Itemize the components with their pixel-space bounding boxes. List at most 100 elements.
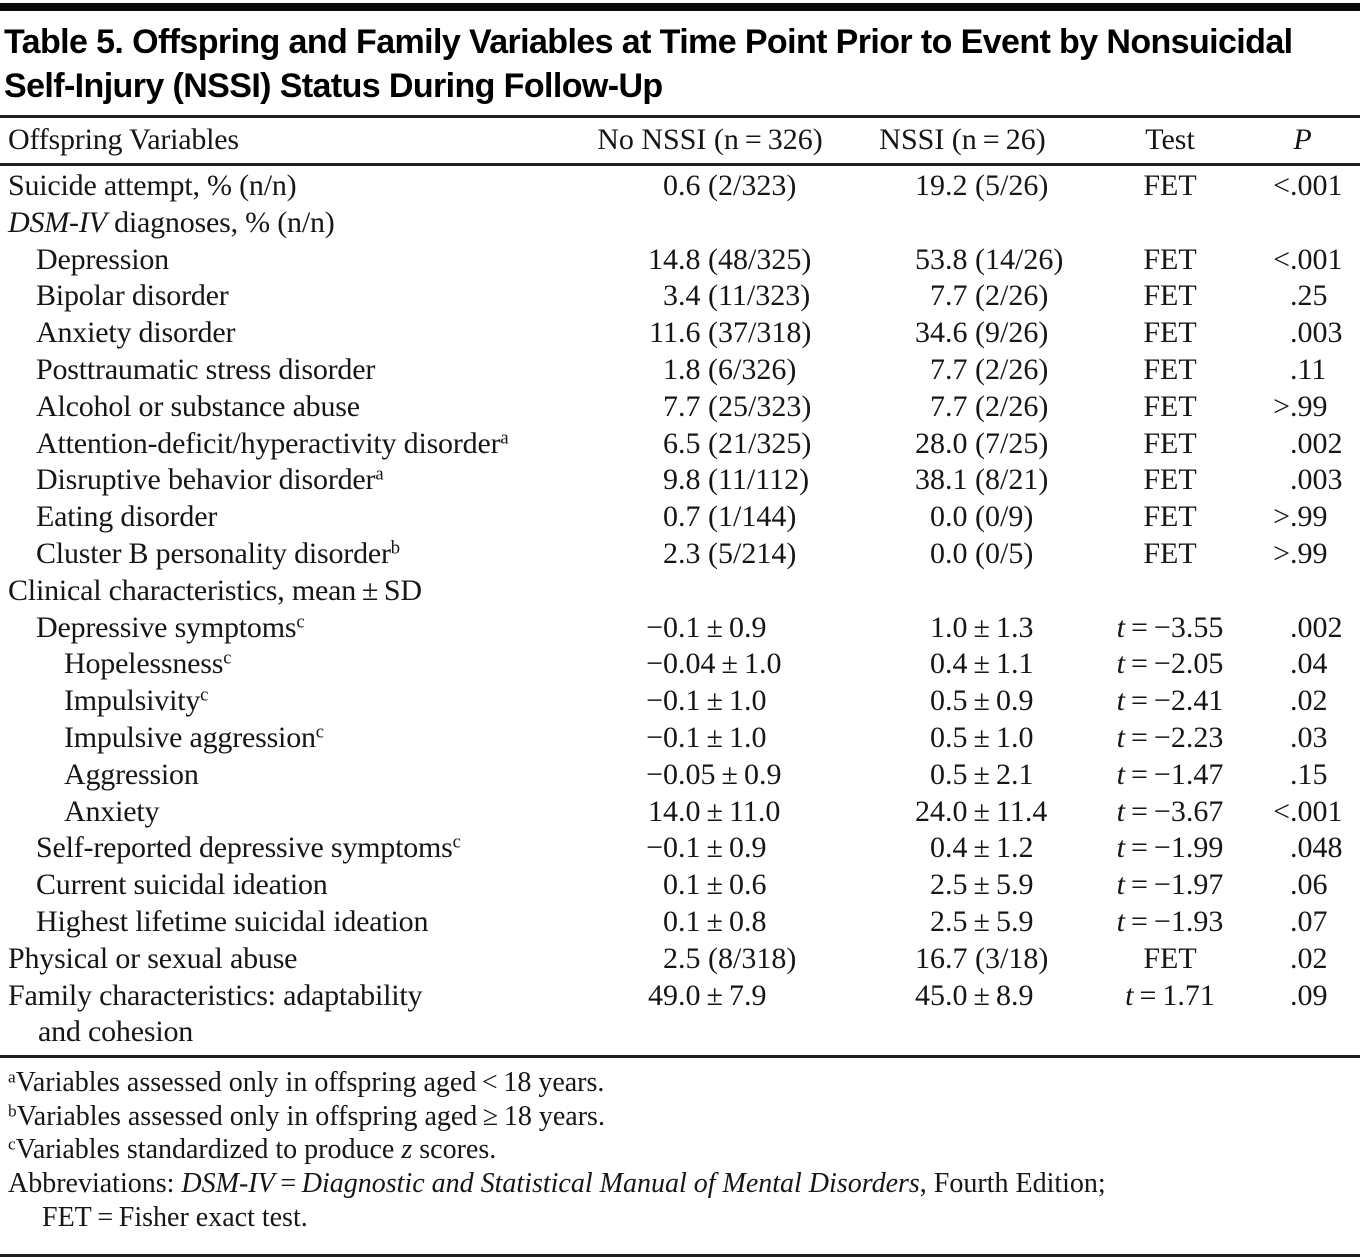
cell-no-nssi-value: 9.8 (11/112) — [590, 462, 830, 499]
row-label: Attention-deficit/hyperactivity disorder… — [0, 426, 590, 463]
cell-test — [1095, 205, 1245, 242]
cell-no-nssi-value: 2.3 (5/214) — [590, 536, 830, 573]
cell-nssi-value: 38.1 (8/21) — [830, 462, 1095, 499]
integer-part — [1245, 352, 1290, 389]
integer-part: 2 — [930, 868, 945, 902]
row-label: Alcohol or substance abuse — [0, 389, 590, 426]
cell-nssi-value: 1.0 ± 1.3 — [830, 610, 1095, 647]
integer-part: 24 — [915, 794, 945, 828]
fraction-part: .0 (0/5) — [945, 536, 1034, 570]
footnote-marker: c — [200, 684, 209, 706]
integer-part: 0 — [930, 647, 945, 681]
integer-part: 7 — [930, 389, 945, 423]
cell-no-nssi: 11.6 (37/318) — [590, 315, 830, 352]
integer-part: −0 — [646, 684, 678, 718]
cell-nssi-value: 19.2 (5/26) — [830, 168, 1095, 205]
integer-part: 2 — [663, 941, 678, 975]
fraction-part: .1 ± 0.6 — [678, 868, 767, 902]
cell-no-nssi: 2.5 (8/318) — [590, 941, 830, 978]
footnotes: aVariables assessed only in offspring ag… — [0, 1058, 1360, 1242]
t-statistic-symbol: t — [1116, 868, 1125, 902]
integer-part: 6 — [663, 426, 678, 460]
cell-no-nssi-value: −0.04 ± 1.0 — [590, 646, 830, 683]
fraction-part: .5 ± 5.9 — [945, 868, 1034, 902]
cell-p: > .99 — [1245, 536, 1360, 573]
fraction-part: .1 ± 0.9 — [678, 831, 767, 865]
fraction-part: .8 (6/326) — [678, 352, 797, 386]
integer-part: 19 — [915, 169, 945, 202]
fraction-part: .4 ± 1.1 — [945, 647, 1034, 681]
cell-no-nssi-value: 0.6 (2/323) — [590, 168, 830, 205]
table-row: Attention-deficit/hyperactivity disorder… — [0, 426, 1360, 463]
table-row: Posttraumatic stress disorder 1.8 (6/326)… — [0, 352, 1360, 389]
table-row: DSM-IV diagnoses, % (n/n) — [0, 205, 1360, 242]
integer-part — [1245, 610, 1290, 647]
footnote-marker: c — [296, 611, 305, 633]
cell-no-nssi-value: 0.7 (1/144) — [590, 499, 830, 536]
cell-p: .002 — [1245, 426, 1360, 463]
row-label: Physical or sexual abuse — [0, 941, 590, 978]
cell-p-value: .09 — [1245, 978, 1360, 1015]
integer-part: 2 — [663, 536, 678, 570]
footnote-line: cVariables standardized to produce z sco… — [8, 1133, 1356, 1167]
cell-p — [1245, 205, 1360, 242]
integer-part — [1245, 978, 1290, 1015]
cell-no-nssi: −0.1 ± 0.9 — [590, 830, 830, 867]
footnote-text: scores. — [412, 1134, 497, 1166]
table-row: Suicide attempt, % (n/n) 0.6 (2/323) 19.2 … — [0, 168, 1360, 205]
table-row: Eating disorder 0.7 (1/144) 0.0 (0/9) FET >.… — [0, 499, 1360, 536]
fraction-part: .001 — [1290, 169, 1343, 202]
table-row: Disruptive behavior disordera 9.8 (11/112… — [0, 462, 1360, 499]
integer-part: 14 — [648, 242, 678, 276]
integer-part — [1245, 904, 1290, 941]
row-label: Anxiety disorder — [0, 315, 590, 352]
cell-no-nssi-value: 14.0 ± 11.0 — [590, 794, 830, 831]
row-label: Impulsivityc — [0, 683, 590, 720]
t-statistic-symbol: t — [1116, 794, 1125, 828]
integer-part: 0 — [930, 757, 945, 791]
fraction-part: .04 ± 1.0 — [678, 647, 782, 681]
cell-nssi: 0.0 (0/5) — [830, 536, 1095, 573]
fraction-part: .7 (25/323) — [678, 389, 812, 423]
cell-p-value: < .001 — [1245, 168, 1360, 205]
cell-test: FET — [1143, 463, 1197, 497]
row-label-text: Anxiety disorder — [36, 316, 236, 350]
integer-part: 49 — [648, 978, 678, 1012]
cell-nssi: 28.0 (7/25) — [830, 426, 1095, 463]
cell-no-nssi-value: −0.05 ± 0.9 — [590, 757, 830, 794]
fraction-part: .25 — [1290, 279, 1328, 313]
cell-p: .02 — [1245, 941, 1360, 978]
cell-no-nssi: 7.7 (25/323) — [590, 389, 830, 426]
cell-nssi: 1.0 ± 1.3 — [830, 610, 1095, 647]
footnote-text: , Fourth Edition; — [919, 1167, 1106, 1199]
t-statistic-symbol: t — [1116, 647, 1125, 681]
cell-test: t = −1.99 — [1116, 831, 1224, 865]
cell-no-nssi: 0.7 (1/144) — [590, 499, 830, 536]
table-row: Bipolar disorder 3.4 (11/323) 7.7 (2/26) FE… — [0, 278, 1360, 315]
fraction-part: .7 (1/144) — [678, 500, 797, 534]
row-label-text: Depressive symptomsc — [36, 610, 305, 644]
fraction-part: .0 ± 11.0 — [678, 794, 781, 828]
integer-part: 2 — [930, 904, 945, 938]
row-label: Eating disorder — [0, 499, 590, 536]
row-label-text: Hopelessnessc — [64, 647, 232, 681]
cell-p-value: > .99 — [1245, 499, 1360, 536]
footnote-text: Variables assessed only in offspring age… — [15, 1067, 605, 1099]
footnote-line: bVariables assessed only in offspring ag… — [8, 1100, 1356, 1134]
cell-no-nssi: −0.04 ± 1.0 — [590, 646, 830, 683]
integer-part: > — [1273, 389, 1290, 423]
row-label: Suicide attempt, % (n/n) — [0, 168, 590, 205]
cell-test: FET — [1143, 941, 1197, 975]
integer-part: 11 — [649, 316, 678, 350]
fraction-part: .6 (9/26) — [945, 316, 1049, 350]
cell-p-value: > .99 — [1245, 389, 1360, 426]
row-label: Cluster B personality disorderb — [0, 536, 590, 573]
cell-nssi-value: 0.0 (0/5) — [830, 536, 1095, 573]
integer-part: 7 — [663, 389, 678, 423]
cell-nssi: 0.4 ± 1.1 — [830, 646, 1095, 683]
fraction-part: .03 — [1290, 720, 1328, 754]
row-label: Family characteristics: adaptability and … — [0, 978, 590, 1052]
cell-no-nssi: 14.8 (48/325) — [590, 242, 830, 279]
table-title: Table 5. Offspring and Family Variables … — [4, 23, 1293, 105]
row-label: DSM-IV diagnoses, % (n/n) — [0, 205, 590, 242]
